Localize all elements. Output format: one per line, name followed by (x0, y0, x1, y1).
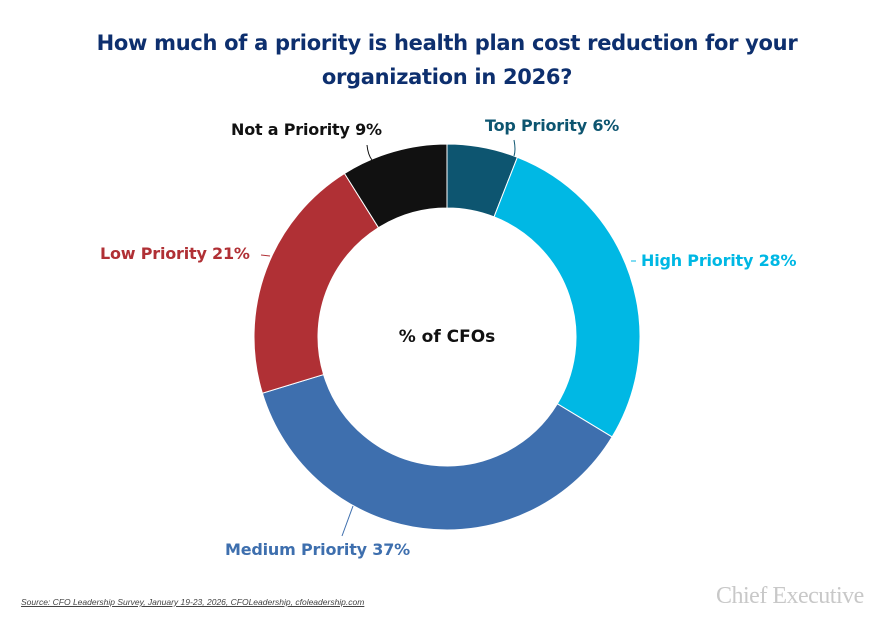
label-high-priority: High Priority 28% (641, 251, 797, 270)
leader-line-low (260, 254, 271, 257)
slice-not-a-priority (343, 143, 448, 229)
chief-executive-logo: Chief Executive (716, 583, 864, 609)
label-medium-priority: Medium Priority 37% (225, 540, 410, 559)
source-note: Source: CFO Leadership Survey, January 1… (21, 597, 365, 607)
leader-line-not (366, 144, 373, 161)
title-line-2: organization in 2026? (321, 65, 573, 89)
label-not-a-priority: Not a Priority 9% (231, 120, 382, 139)
chart-title: How much of a priority is health plan co… (0, 26, 894, 94)
leader-line-top (513, 139, 516, 157)
label-top-priority: Top Priority 6% (485, 116, 620, 135)
center-label: % of CFOs (398, 327, 496, 347)
leader-line-medium (341, 505, 354, 537)
slice-medium-priority (261, 373, 613, 531)
slice-low-priority (253, 172, 380, 394)
slice-high-priority (493, 156, 641, 438)
label-low-priority: Low Priority 21% (100, 244, 250, 263)
title-line-1: How much of a priority is health plan co… (96, 31, 798, 55)
